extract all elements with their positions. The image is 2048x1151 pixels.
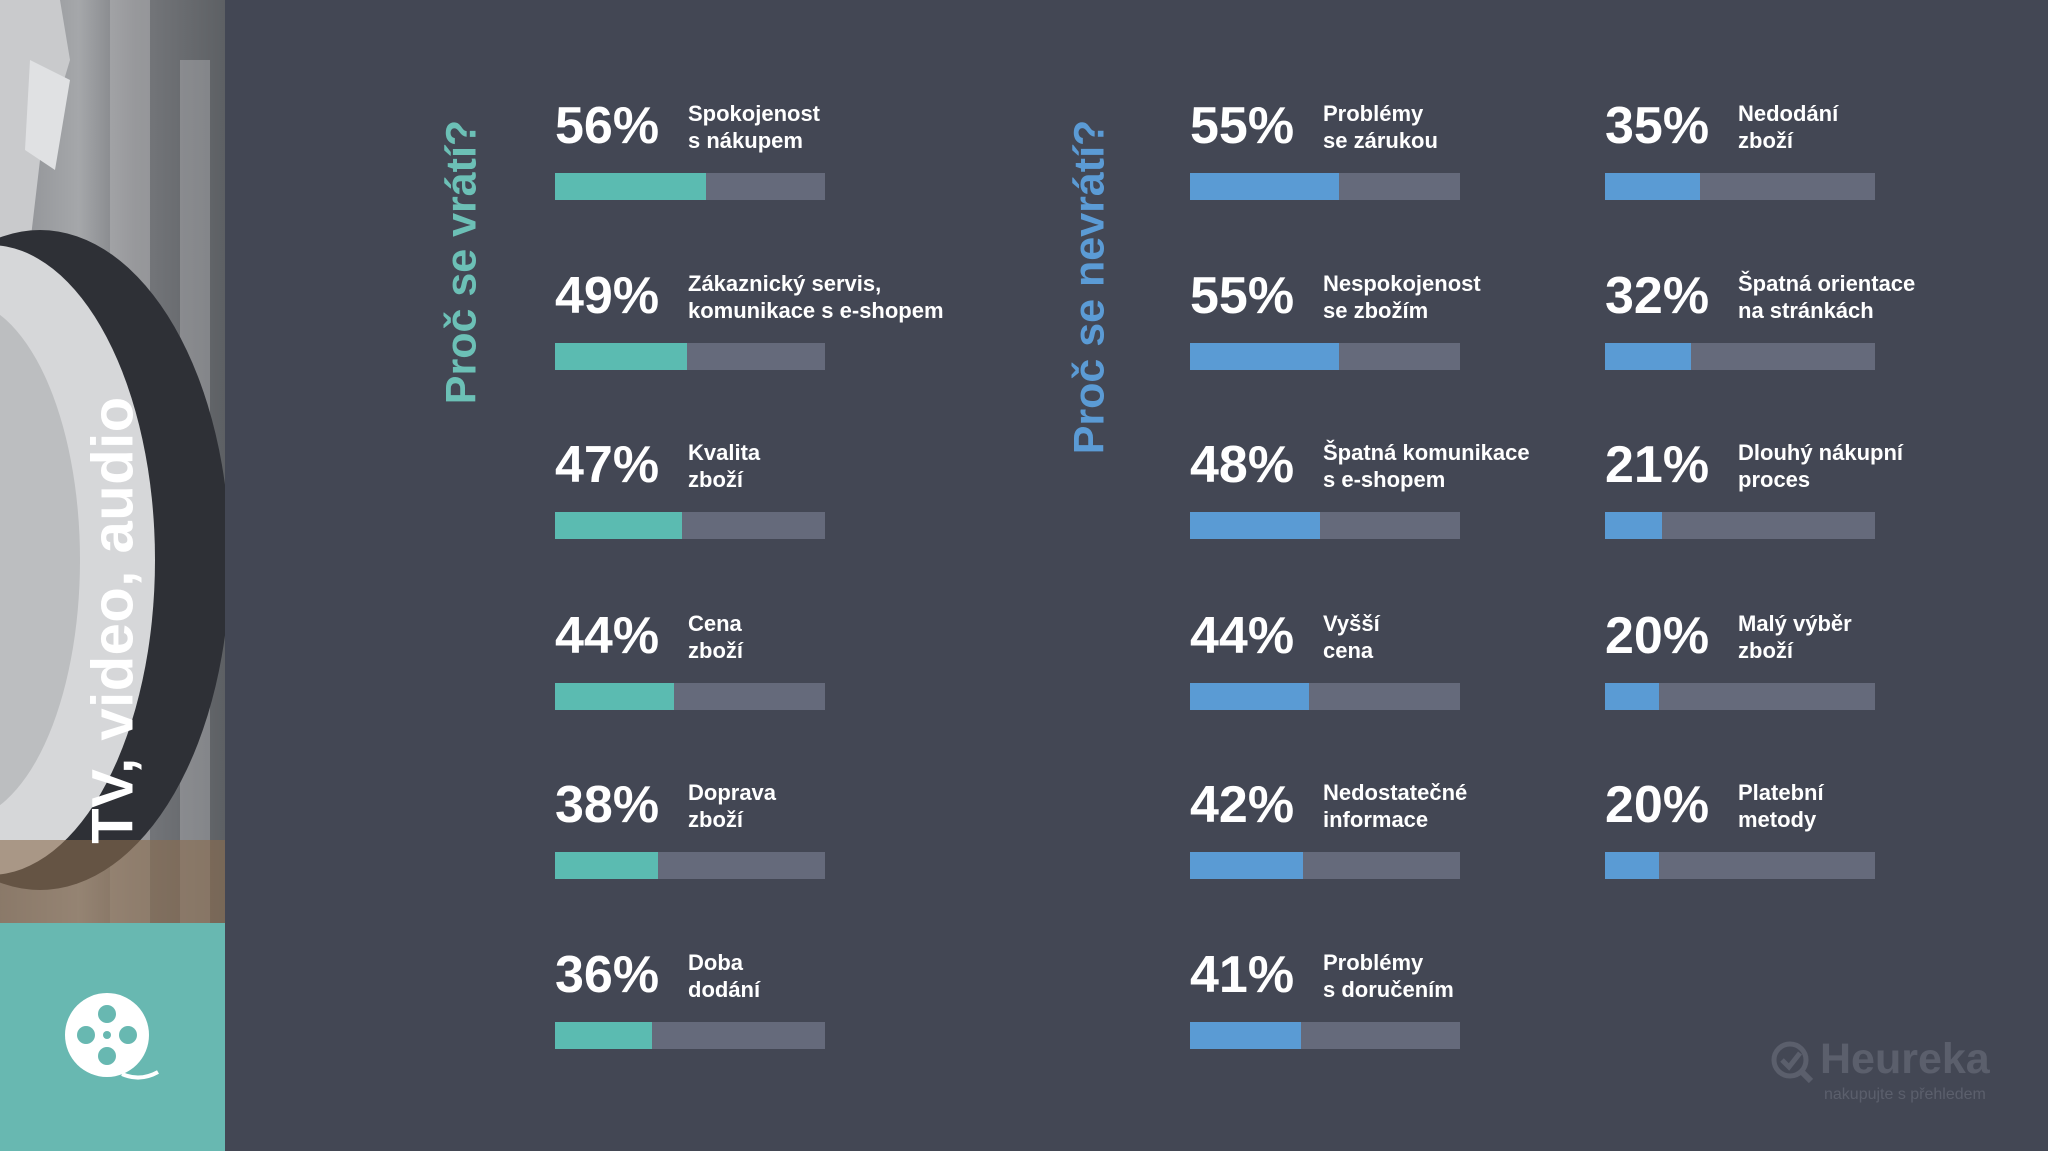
reason-bar xyxy=(555,173,706,200)
reason-label: Vyšší cena xyxy=(1323,611,1380,663)
reason-label: Doba dodání xyxy=(688,950,761,1002)
reason-label: Malý výběr zboží xyxy=(1738,611,1852,663)
headphones-photo xyxy=(0,0,225,923)
return-reasons-heading: Proč se vrátí? xyxy=(437,119,486,405)
reason-item: 20% Platební metody xyxy=(1605,779,2025,889)
reason-label: Dlouhý nákupní proces xyxy=(1738,440,1903,492)
reason-item: 55% Problémy se zárukou xyxy=(1190,100,1610,210)
reason-label: Problémy se zárukou xyxy=(1323,101,1438,153)
sidebar: TV, video, audio xyxy=(0,0,225,1151)
reason-label: Doprava zboží xyxy=(688,780,777,832)
reason-item: 55% Nespokojenost se zbožím xyxy=(1190,270,1610,380)
reason-bar-track xyxy=(1190,512,1460,539)
reason-bar-track xyxy=(555,512,825,539)
logo-name: Heureka xyxy=(1820,1035,1990,1083)
reason-bar-track xyxy=(1605,173,1875,200)
reason-item: 36% Doba dodání xyxy=(555,949,975,1059)
reason-bar-track xyxy=(1190,173,1460,200)
reason-bar-track xyxy=(1605,343,1875,370)
reason-bar-track xyxy=(555,683,825,710)
reason-bar-track xyxy=(1605,683,1875,710)
reason-percent: 44% xyxy=(1190,607,1295,665)
reason-percent: 20% xyxy=(1605,776,1710,834)
reason-label: Zákaznický servis, komunikace s e-shopem xyxy=(688,271,944,323)
reason-label: Špatná orientace na stránkách xyxy=(1738,271,1916,323)
reason-percent: 44% xyxy=(555,607,660,665)
reason-bar-track xyxy=(1190,683,1460,710)
reason-percent: 38% xyxy=(555,776,660,834)
headphones-illustration xyxy=(0,0,225,923)
reason-item: 32% Špatná orientace na stránkách xyxy=(1605,270,2025,380)
heureka-check-icon xyxy=(1771,1041,1814,1084)
reason-bar xyxy=(1190,683,1309,710)
reason-label: Spokojenost s nákupem xyxy=(688,101,821,153)
reason-bar-track xyxy=(1190,1022,1460,1049)
reason-label: Nedodání zboží xyxy=(1738,101,1839,153)
reason-bar xyxy=(1605,173,1700,200)
reason-bar xyxy=(1190,343,1339,370)
reason-item: 42% Nedostatečné informace xyxy=(1190,779,1610,889)
reason-bar-track xyxy=(1190,852,1460,879)
reason-bar xyxy=(1190,173,1339,200)
reason-bar-track xyxy=(555,173,825,200)
reason-bar xyxy=(1605,343,1691,370)
reason-label: Nespokojenost se zbožím xyxy=(1323,271,1481,323)
reason-percent: 47% xyxy=(555,436,660,494)
reason-item: 44% Vyšší cena xyxy=(1190,610,1610,720)
reason-item: 21% Dlouhý nákupní proces xyxy=(1605,439,2025,549)
reason-bar-track xyxy=(1605,852,1875,879)
reason-item: 48% Špatná komunikace s e-shopem xyxy=(1190,439,1610,549)
reason-item: 47% Kvalita zboží xyxy=(555,439,975,549)
reason-label: Cena zboží xyxy=(688,611,743,663)
reason-item: 56% Spokojenost s nákupem xyxy=(555,100,975,210)
reason-item: 20% Malý výběr zboží xyxy=(1605,610,2025,720)
reason-bar xyxy=(1605,512,1662,539)
reason-bar xyxy=(1190,512,1320,539)
reason-bar xyxy=(1605,683,1659,710)
reason-bar-track xyxy=(1605,512,1875,539)
film-reel-icon xyxy=(65,993,159,1080)
reason-percent: 55% xyxy=(1190,267,1295,325)
reason-bar xyxy=(1190,852,1303,879)
category-title: TV, video, audio xyxy=(80,396,146,844)
reason-label: Nedostatečné informace xyxy=(1323,780,1468,832)
reason-percent: 32% xyxy=(1605,267,1710,325)
reason-item: 38% Doprava zboží xyxy=(555,779,975,889)
reason-bar xyxy=(555,343,687,370)
reason-bar xyxy=(555,512,682,539)
reason-percent: 36% xyxy=(555,946,660,1004)
reason-bar xyxy=(555,683,674,710)
reason-percent: 41% xyxy=(1190,946,1295,1004)
reason-percent: 56% xyxy=(555,97,660,155)
reason-bar xyxy=(555,1022,652,1049)
logo-tagline: nakupujte s přehledem xyxy=(1824,1086,1986,1103)
reason-label: Kvalita zboží xyxy=(688,440,761,492)
reason-item: 44% Cena zboží xyxy=(555,610,975,720)
reason-label: Špatná komunikace s e-shopem xyxy=(1323,440,1530,492)
reason-percent: 55% xyxy=(1190,97,1295,155)
reason-label: Platební metody xyxy=(1738,780,1824,832)
noreturn-reasons-heading: Proč se nevrátí? xyxy=(1065,119,1114,455)
reason-percent: 21% xyxy=(1605,436,1710,494)
reason-bar-track xyxy=(555,1022,825,1049)
reason-bar-track xyxy=(555,343,825,370)
reason-percent: 42% xyxy=(1190,776,1295,834)
reason-item: 49% Zákaznický servis, komunikace s e-sho… xyxy=(555,270,975,380)
reason-percent: 48% xyxy=(1190,436,1295,494)
reason-percent: 20% xyxy=(1605,607,1710,665)
reason-item: 41% Problémy s doručením xyxy=(1190,949,1610,1059)
reason-bar xyxy=(1190,1022,1301,1049)
reason-label: Problémy s doručením xyxy=(1323,950,1454,1002)
reason-bar xyxy=(1605,852,1659,879)
reason-item: 35% Nedodání zboží xyxy=(1605,100,2025,210)
reason-percent: 49% xyxy=(555,267,660,325)
reason-bar xyxy=(555,852,658,879)
reason-bar-track xyxy=(1190,343,1460,370)
heureka-logo: Heureka nakupujte s přehledem xyxy=(1770,1038,2000,1108)
reason-percent: 35% xyxy=(1605,97,1710,155)
reason-bar-track xyxy=(555,852,825,879)
